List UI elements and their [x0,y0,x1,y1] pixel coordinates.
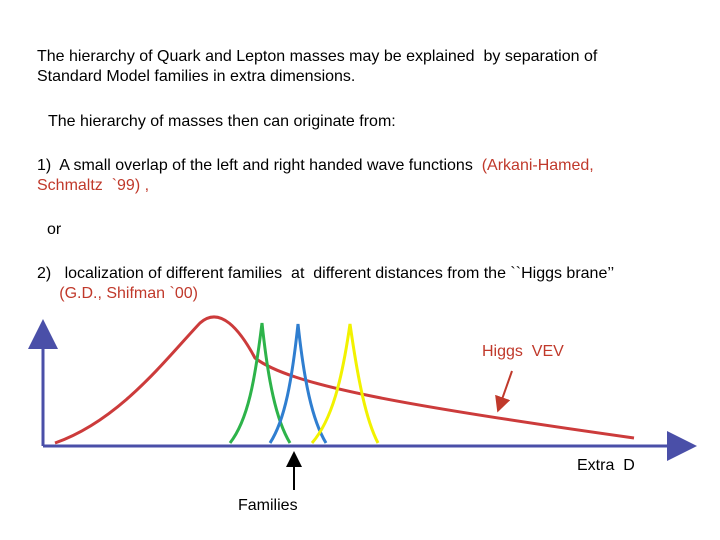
higgs-curve [54,315,635,445]
item-1: 1) A small overlap of the left and right… [37,156,594,196]
or-text: or [47,221,62,238]
intro-paragraph: The hierarchy of Quark and Lepton masses… [37,47,597,87]
item-1-text: 1) A small overlap of the left and right… [37,157,482,174]
higgs-vev-label: Higgs VEV [482,343,564,360]
intro-line-1: The hierarchy of Quark and Lepton masses… [37,48,598,65]
item-1-citation: (Arkani-Hamed, [481,157,594,174]
item-1-citation-cont: Schmaltz `99) , [37,177,150,194]
item-2-citation: (G.D., Shifman `00) [59,285,198,302]
item-2-text: 2) localization of different families at… [37,265,615,282]
higgs-arrow [495,370,513,413]
family-curve-blue [268,323,328,444]
family-curve-yellow [310,323,380,444]
item-2: 2) localization of different families at… [37,264,614,304]
family-curve-green [228,322,292,444]
origin-heading: The hierarchy of masses then can origina… [48,113,396,130]
families-label: Families [238,497,298,514]
x-axis-label: Extra D [577,457,635,474]
intro-line-2: Standard Model families in extra dimensi… [37,68,356,85]
